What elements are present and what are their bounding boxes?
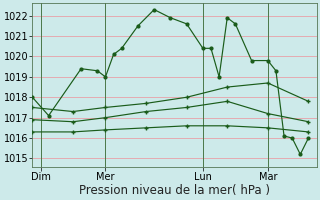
X-axis label: Pression niveau de la mer( hPa ): Pression niveau de la mer( hPa ) bbox=[79, 184, 270, 197]
